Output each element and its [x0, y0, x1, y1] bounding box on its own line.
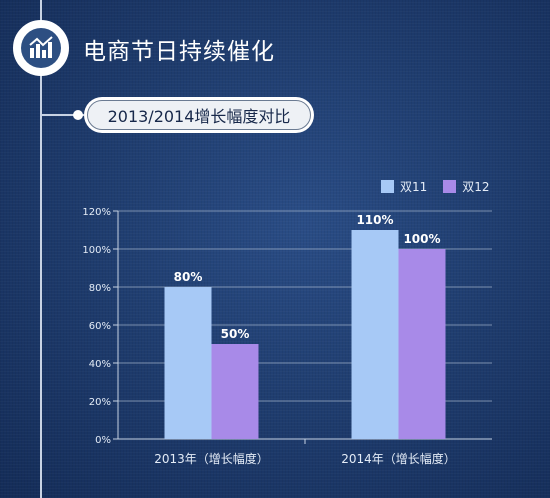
bar: [351, 230, 399, 439]
legend-swatch-series-1: [381, 180, 394, 193]
legend-item-series-1: 双11: [381, 178, 427, 195]
chart-subtitle: 2013/2014增长幅度对比: [87, 100, 311, 130]
y-tick-label: 120%: [82, 207, 111, 218]
bar: [211, 344, 259, 439]
data-label: 100%: [403, 232, 440, 246]
y-tick-label: 100%: [82, 245, 111, 256]
y-tick-label: 60%: [89, 321, 111, 332]
bar: [164, 287, 212, 439]
data-label: 110%: [356, 213, 393, 227]
page-title: 电商节日持续催化: [83, 39, 275, 65]
x-tick-label: 2013年（增长幅度）: [154, 451, 269, 466]
legend-label-series-1: 双11: [400, 180, 428, 194]
y-tick-label: 80%: [89, 283, 111, 294]
legend-swatch-series-2: [443, 180, 457, 193]
chart-legend: 双11 双12: [381, 178, 506, 195]
data-label: 80%: [174, 270, 203, 284]
y-tick-label: 20%: [89, 397, 111, 408]
data-label: 50%: [221, 327, 250, 341]
bar-chart-trend-icon: [21, 28, 61, 68]
legend-label-series-2: 双12: [462, 180, 490, 194]
timeline-vertical-line: [40, 0, 42, 498]
legend-item-series-2: 双12: [443, 178, 490, 195]
chart-subtitle-pill: 2013/2014增长幅度对比: [84, 97, 314, 133]
x-tick-label: 2014年（增长幅度）: [341, 451, 456, 466]
logo-badge: [13, 20, 69, 76]
timeline-dot: [73, 110, 83, 120]
timeline-connector: [41, 114, 84, 116]
bar: [398, 249, 446, 439]
y-tick-label: 0%: [95, 435, 111, 446]
y-tick-label: 40%: [89, 359, 111, 370]
